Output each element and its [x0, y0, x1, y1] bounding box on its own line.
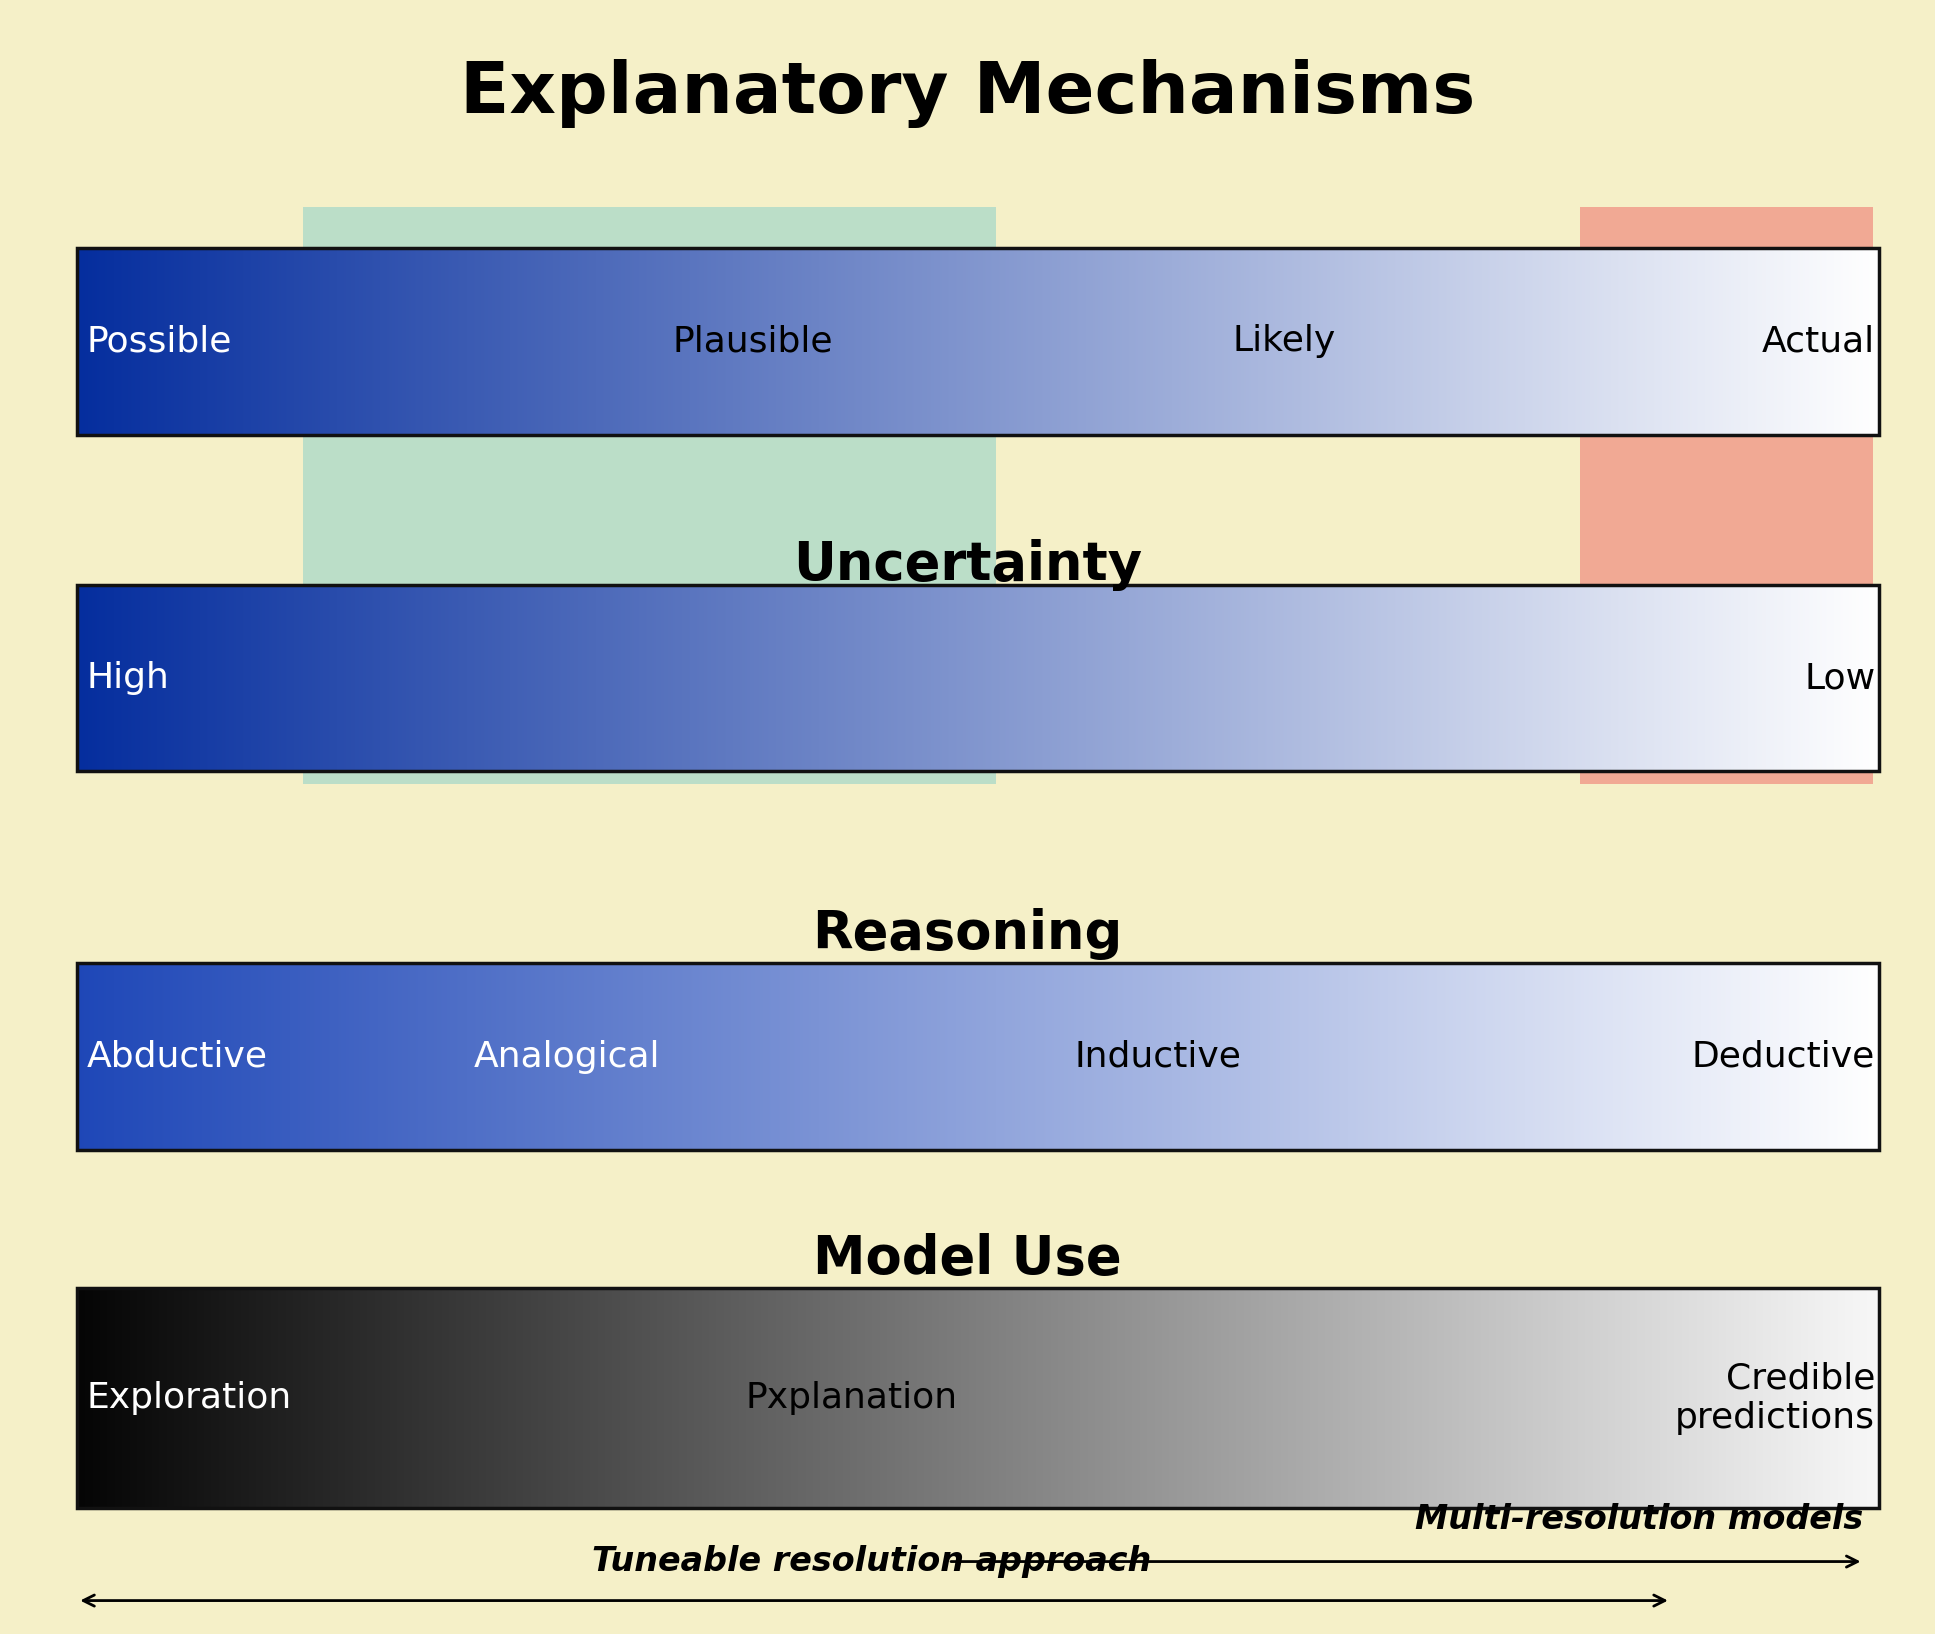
- Text: Abductive: Abductive: [87, 1039, 267, 1074]
- Text: High: High: [87, 662, 168, 694]
- Text: Model Use: Model Use: [813, 1234, 1122, 1286]
- Text: Multi-resolution models: Multi-resolution models: [1414, 1503, 1863, 1536]
- Text: Possible: Possible: [87, 325, 232, 358]
- Text: Analogical: Analogical: [474, 1039, 660, 1074]
- Text: Pxplanation: Pxplanation: [745, 1381, 958, 1415]
- Bar: [77, 585, 1879, 771]
- Text: Exploration: Exploration: [87, 1381, 292, 1415]
- Text: Likely: Likely: [1233, 325, 1335, 358]
- Text: Plausible: Plausible: [673, 325, 834, 358]
- Text: Uncertainty: Uncertainty: [793, 539, 1142, 592]
- Text: Credible
predictions: Credible predictions: [1676, 1361, 1875, 1435]
- Bar: [77, 248, 1879, 435]
- Text: Deductive: Deductive: [1691, 1039, 1875, 1074]
- Text: Explanatory Mechanisms: Explanatory Mechanisms: [461, 59, 1474, 127]
- Text: Inductive: Inductive: [1074, 1039, 1242, 1074]
- Text: Reasoning: Reasoning: [813, 909, 1122, 961]
- Bar: [77, 964, 1879, 1150]
- Bar: [302, 208, 997, 784]
- Bar: [77, 1289, 1879, 1508]
- Text: Low: Low: [1803, 662, 1875, 694]
- Bar: [1581, 208, 1873, 784]
- Text: Tuneable resolution approach: Tuneable resolution approach: [592, 1544, 1151, 1578]
- Text: Actual: Actual: [1763, 325, 1875, 358]
